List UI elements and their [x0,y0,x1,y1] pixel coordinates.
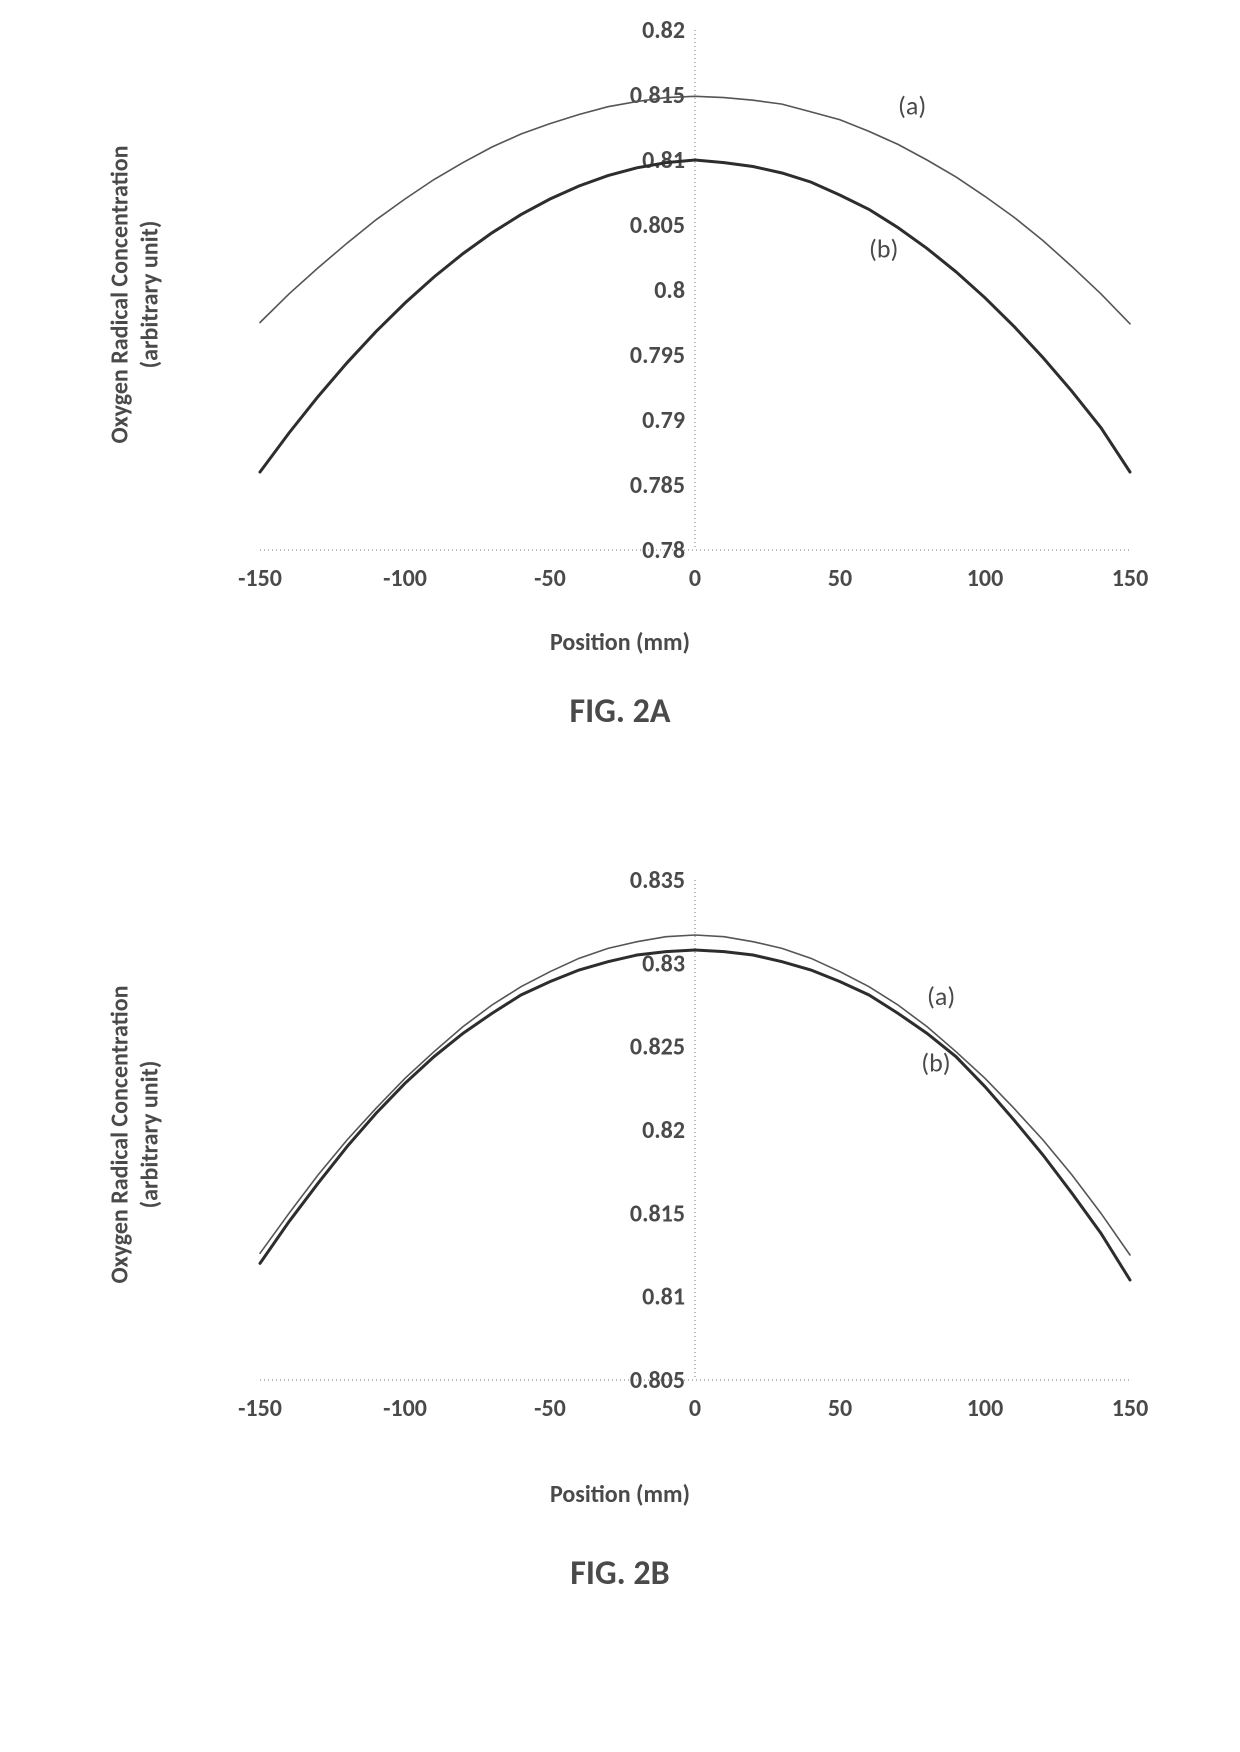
svg-text:-100: -100 [383,564,427,593]
svg-text:0.785: 0.785 [630,471,685,500]
figure-2a-block: Oxygen Radical Concentration (arbitrary … [60,20,1180,820]
svg-text:100: 100 [967,564,1004,593]
series-a [260,935,1130,1255]
page: { "figA": { "title": "FIG. 2A", "title_f… [0,0,1240,1752]
svg-text:0.835: 0.835 [630,870,685,895]
figure-2b-title: FIG. 2B [60,1553,1180,1594]
figure-2a-ylabel-line2: (arbitrary unit) [136,95,165,495]
svg-text:0.815: 0.815 [630,1199,685,1228]
svg-text:0.825: 0.825 [630,1033,685,1062]
svg-text:0: 0 [689,1394,701,1423]
svg-text:150: 150 [1112,1394,1149,1423]
svg-text:50: 50 [828,1394,852,1423]
svg-text:0.805: 0.805 [630,1366,685,1395]
svg-text:0: 0 [689,564,701,593]
svg-text:0.82: 0.82 [642,20,685,45]
svg-text:50: 50 [828,564,852,593]
figure-2b-chart: 0.8050.810.8150.820.8250.830.835-150-100… [60,870,1180,1450]
figure-2a-xlabel: Position (mm) [60,628,1180,657]
svg-text:0.805: 0.805 [630,211,685,240]
figure-2b-ylabel-line1: Oxygen Radical Concentration [106,935,135,1335]
series-label-b: (b) [869,233,898,265]
figure-2b-ylabel-group: Oxygen Radical Concentration (arbitrary … [60,870,180,1700]
figure-2a-chart: 0.780.7850.790.7950.80.8050.810.8150.82-… [60,20,1180,620]
figure-2b-block: Oxygen Radical Concentration (arbitrary … [60,870,1180,1700]
svg-text:0.82: 0.82 [642,1116,685,1145]
figure-2b-xlabel: Position (mm) [60,1480,1180,1509]
svg-text:-100: -100 [383,1394,427,1423]
svg-text:-50: -50 [534,564,566,593]
figure-2b-ylabel-line2: (arbitrary unit) [136,935,165,1335]
svg-text:0.78: 0.78 [642,536,685,565]
svg-text:-150: -150 [238,564,282,593]
svg-text:0.815: 0.815 [630,81,685,110]
svg-text:0.81: 0.81 [642,1283,685,1312]
series-b [260,950,1130,1280]
svg-text:100: 100 [967,1394,1004,1423]
svg-text:-50: -50 [534,1394,566,1423]
series-label-a: (a) [898,90,926,122]
series-label-b: (b) [921,1047,950,1079]
svg-text:-150: -150 [238,1394,282,1423]
series-label-a: (a) [927,980,955,1012]
svg-text:150: 150 [1112,564,1149,593]
figure-2a-title: FIG. 2A [60,691,1180,732]
svg-text:0.8: 0.8 [654,276,685,305]
figure-2a-ylabel-group: Oxygen Radical Concentration (arbitrary … [60,20,180,820]
figure-2a-ylabel-line1: Oxygen Radical Concentration [106,95,135,495]
svg-text:0.79: 0.79 [642,406,685,435]
svg-text:0.795: 0.795 [630,341,685,370]
